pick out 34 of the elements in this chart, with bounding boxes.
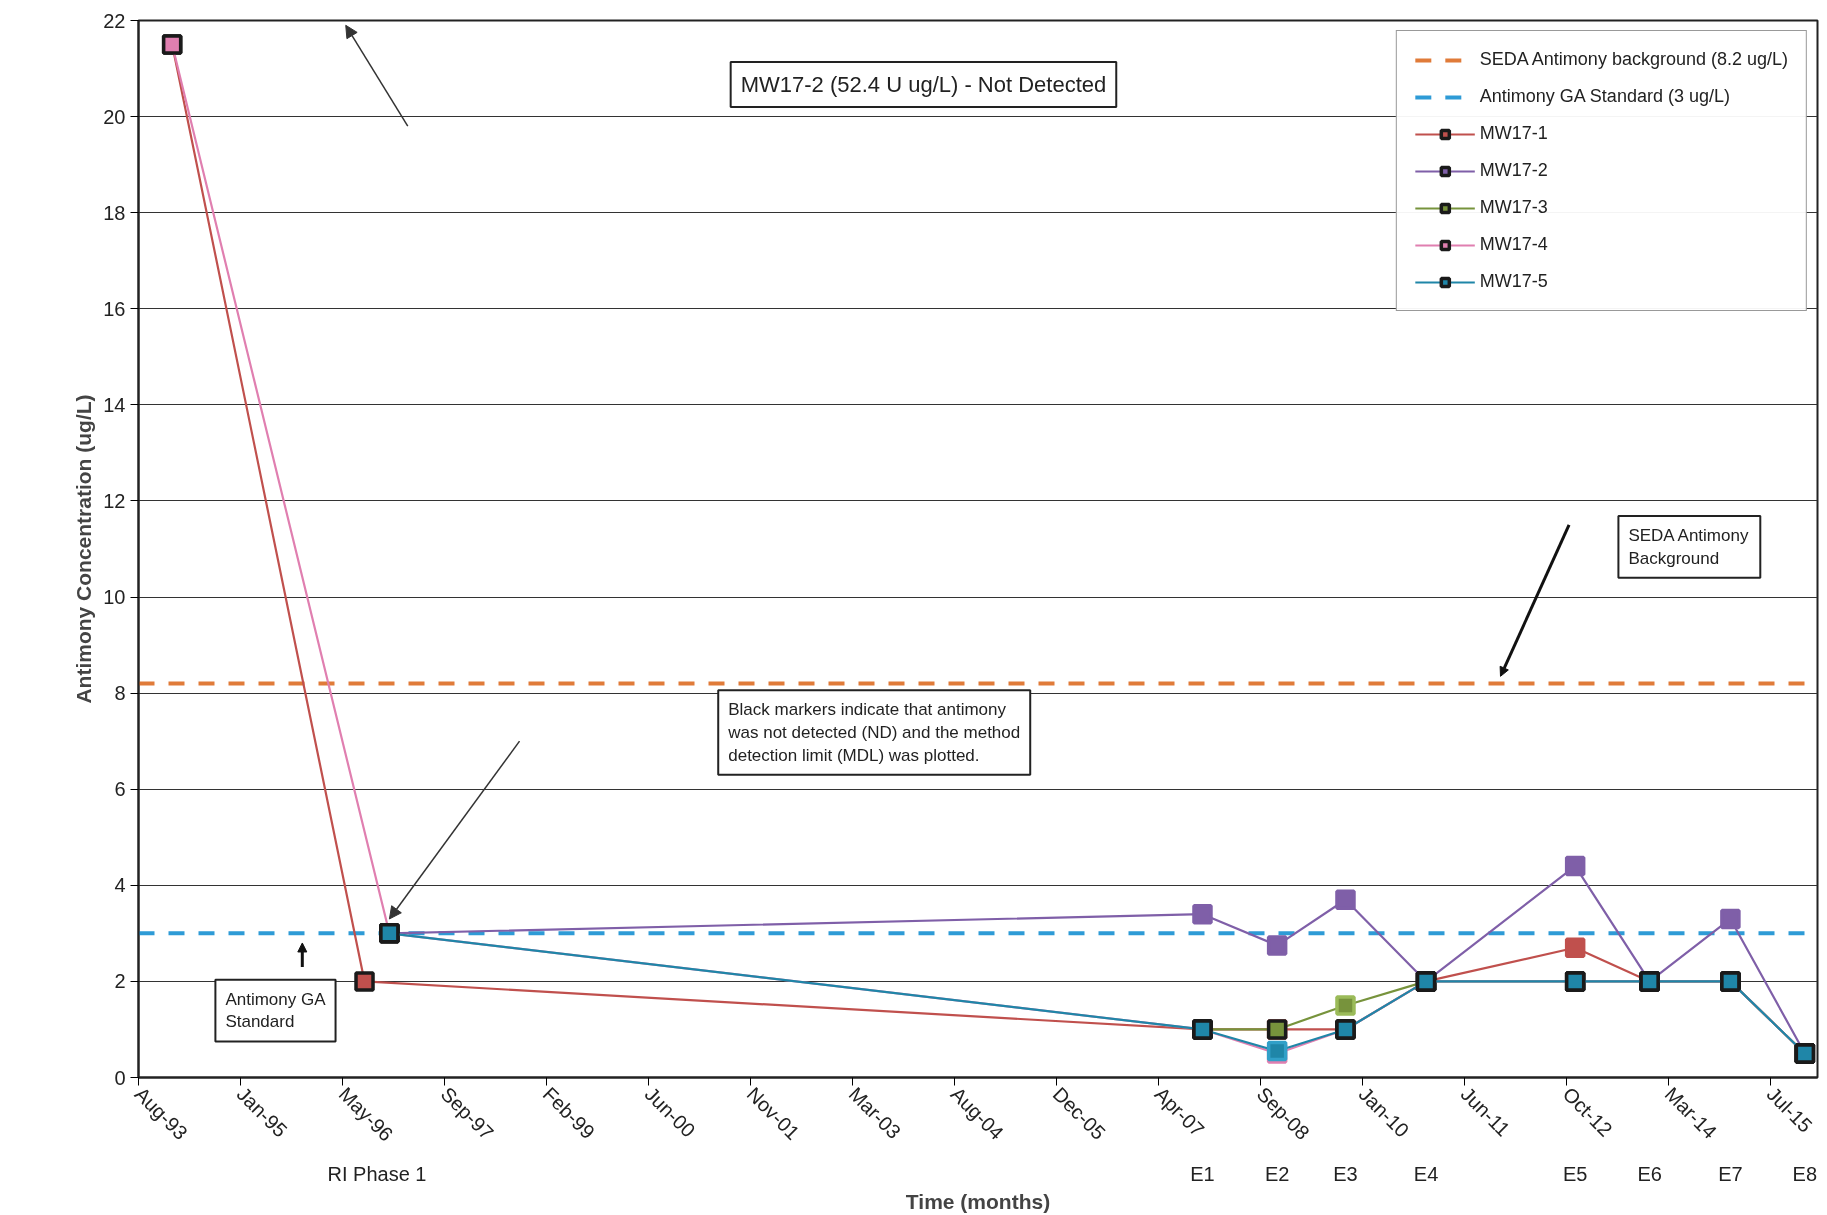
annotation: Antimony GA Standard bbox=[225, 989, 327, 1032]
y-axis-title: Antimony Concentration (ug/L) bbox=[72, 394, 96, 704]
y-tick-label: 16 bbox=[103, 297, 126, 320]
annotation: SEDA Antimony Background bbox=[1628, 526, 1749, 568]
y-tick-label: 4 bbox=[114, 874, 126, 897]
text: E7 bbox=[1718, 1162, 1743, 1185]
y-tick-label: 14 bbox=[103, 393, 126, 416]
text: E3 bbox=[1333, 1162, 1358, 1185]
legend-label: MW17-2 bbox=[1479, 160, 1548, 181]
legend-label: SEDA Antimony background (8.2 ug/L) bbox=[1479, 49, 1788, 70]
text: E2 bbox=[1264, 1162, 1290, 1185]
annotation: Black markers indicate that antimony was not detected (ND) and the method detection limit (MDL) was plotted. bbox=[727, 700, 1021, 765]
y-tick-label: 12 bbox=[103, 489, 126, 512]
annotation: MW17-2 (52.4 U ug/L) - Not Detected bbox=[740, 71, 1107, 97]
y-tick-label: 2 bbox=[114, 970, 126, 993]
y-tick-label: 20 bbox=[103, 105, 126, 128]
text: E8 bbox=[1792, 1162, 1818, 1185]
text: E5 bbox=[1562, 1162, 1588, 1185]
legend-label: MW17-5 bbox=[1479, 271, 1548, 292]
text: E1 bbox=[1190, 1162, 1215, 1185]
legend-label: MW17-3 bbox=[1479, 197, 1548, 218]
y-tick-label: 10 bbox=[103, 586, 126, 609]
legend-label: MW17-4 bbox=[1479, 234, 1548, 255]
y-tick-label: 8 bbox=[114, 682, 126, 705]
legend-label: MW17-1 bbox=[1479, 123, 1548, 144]
text: RI Phase 1 bbox=[327, 1162, 427, 1185]
legend-label: Antimony GA Standard (3 ug/L) bbox=[1479, 86, 1730, 107]
y-tick-label: 6 bbox=[114, 778, 126, 801]
x-axis-title: Time (months) bbox=[905, 1189, 1051, 1213]
text: E6 bbox=[1637, 1162, 1662, 1185]
text: E4 bbox=[1413, 1162, 1439, 1185]
y-tick-label: 22 bbox=[103, 9, 126, 32]
y-tick-label: 18 bbox=[103, 201, 126, 224]
y-tick-label: 0 bbox=[114, 1066, 126, 1089]
